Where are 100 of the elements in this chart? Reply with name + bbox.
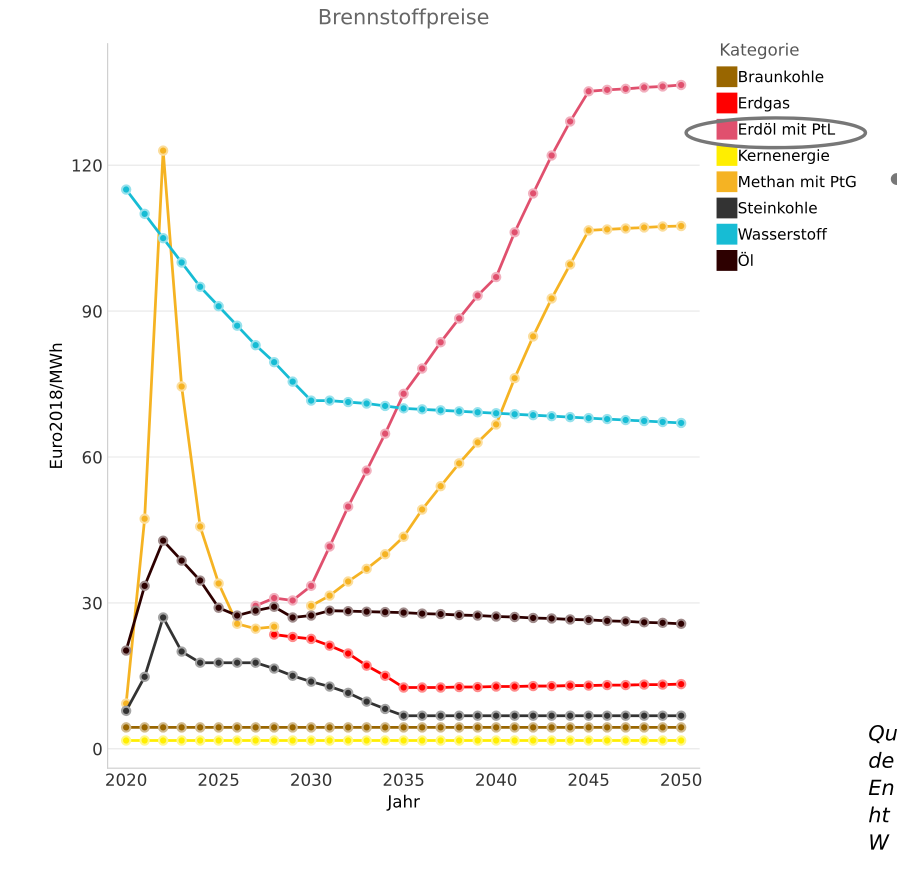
point xyxy=(120,645,132,656)
point xyxy=(250,722,261,733)
point xyxy=(324,722,335,733)
point xyxy=(602,710,612,721)
point xyxy=(490,408,502,418)
point xyxy=(268,663,280,674)
point xyxy=(324,541,335,552)
point xyxy=(194,722,206,733)
point xyxy=(676,678,686,690)
point xyxy=(528,188,538,199)
point xyxy=(380,549,390,560)
point xyxy=(268,722,280,733)
point xyxy=(120,706,132,716)
point xyxy=(194,521,206,532)
point xyxy=(676,618,686,630)
point xyxy=(638,617,650,628)
point xyxy=(176,722,187,733)
point xyxy=(472,682,483,692)
point xyxy=(435,337,446,348)
point xyxy=(194,658,206,668)
point xyxy=(139,672,150,682)
point xyxy=(158,232,168,244)
point xyxy=(509,227,520,238)
point xyxy=(380,704,390,714)
point xyxy=(361,660,372,671)
point xyxy=(583,412,594,424)
point xyxy=(176,381,187,392)
point xyxy=(454,710,464,721)
point xyxy=(509,612,520,622)
point xyxy=(620,414,631,426)
point xyxy=(306,610,316,621)
point xyxy=(528,410,538,420)
point xyxy=(324,605,335,616)
point xyxy=(287,722,298,733)
point xyxy=(638,679,650,690)
point xyxy=(398,403,409,414)
point xyxy=(324,681,335,692)
point xyxy=(380,606,390,618)
point xyxy=(638,416,650,426)
point xyxy=(176,555,187,566)
point xyxy=(620,84,631,94)
point xyxy=(490,272,502,282)
point xyxy=(416,363,428,374)
point xyxy=(250,340,261,350)
point xyxy=(620,223,631,234)
point xyxy=(472,735,483,746)
point xyxy=(361,696,372,707)
point xyxy=(398,532,409,542)
point xyxy=(472,722,483,733)
point xyxy=(657,81,668,92)
point xyxy=(342,396,354,408)
point xyxy=(380,670,390,682)
point xyxy=(528,331,538,342)
point xyxy=(361,722,372,733)
point xyxy=(342,722,354,733)
point xyxy=(287,670,298,682)
point xyxy=(435,608,446,620)
point xyxy=(268,735,280,746)
legend-label: Methan mit PtG xyxy=(739,175,856,188)
point xyxy=(324,640,335,651)
point xyxy=(158,722,168,733)
point xyxy=(564,710,576,721)
point xyxy=(232,658,242,668)
point xyxy=(416,682,428,693)
point xyxy=(268,622,280,632)
point xyxy=(472,610,483,621)
legend-label: Kernenergie xyxy=(739,149,830,164)
point xyxy=(398,735,409,746)
point xyxy=(416,735,428,746)
point xyxy=(602,224,612,235)
point xyxy=(232,722,242,733)
y-tick-label: 90 xyxy=(82,305,102,318)
point xyxy=(306,722,316,733)
point xyxy=(194,282,206,292)
point xyxy=(232,610,242,621)
point xyxy=(158,535,168,546)
point xyxy=(657,735,668,746)
legend-label: Braunkohle xyxy=(739,70,824,82)
x-tick-label: 2050 xyxy=(661,773,702,786)
point xyxy=(306,634,316,644)
point xyxy=(120,722,132,733)
y-tick-label: 30 xyxy=(82,596,102,610)
legend-label: Erdöl mit PtL xyxy=(739,122,836,135)
point xyxy=(435,405,446,416)
point xyxy=(528,722,538,733)
legend-title: Kategorie xyxy=(720,42,799,60)
point xyxy=(287,612,298,623)
point xyxy=(398,682,409,693)
point xyxy=(528,612,538,624)
point xyxy=(342,648,354,659)
point xyxy=(564,735,576,746)
point xyxy=(546,710,557,721)
point xyxy=(416,710,428,721)
point xyxy=(139,735,150,746)
point xyxy=(398,607,409,618)
point xyxy=(657,618,668,628)
point xyxy=(139,722,150,733)
legend-label: Öl xyxy=(738,252,752,266)
point xyxy=(361,398,372,409)
point xyxy=(213,602,224,613)
